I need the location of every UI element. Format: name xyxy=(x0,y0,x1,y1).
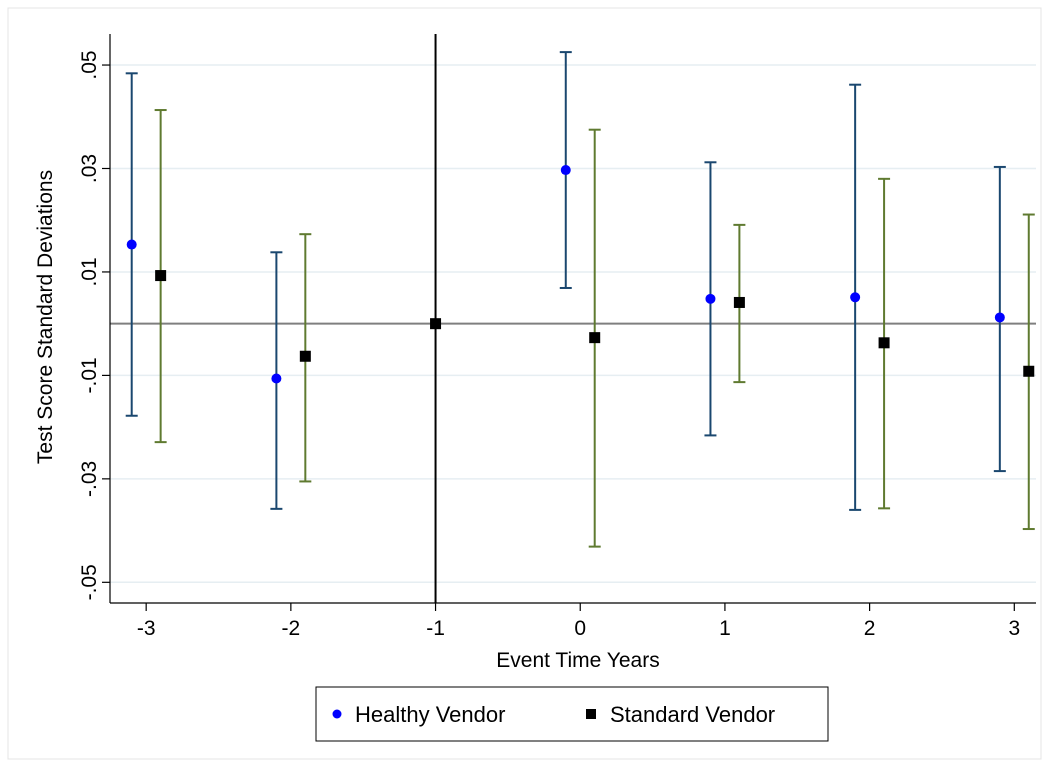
standard-vendor-point xyxy=(733,296,745,308)
chart-background xyxy=(7,7,1042,760)
legend-marker-standard-vendor xyxy=(586,709,596,719)
x-tick-label: -1 xyxy=(426,617,445,640)
axes: -.05 -.03 -.01 .01 .03 .05 -3 -2 -1 0 1 2 3 xyxy=(78,34,1036,640)
series-layer xyxy=(125,51,1035,548)
standard-vendor-point xyxy=(155,270,167,282)
standard-vendor-point xyxy=(1023,365,1035,377)
x-tick-label: 0 xyxy=(574,617,586,640)
y-tick-label: -.03 xyxy=(78,461,101,497)
y-tick-label: .05 xyxy=(78,50,101,79)
healthy-vendor-point xyxy=(560,165,571,176)
standard-vendor-point xyxy=(299,350,311,362)
legend-marker-healthy-vendor xyxy=(332,709,342,719)
legend-box xyxy=(315,686,829,742)
healthy-vendor-point xyxy=(126,239,137,250)
healthy-vendor-point xyxy=(271,373,282,384)
x-tick-label: -2 xyxy=(282,617,301,640)
y-tick-label: -.01 xyxy=(78,357,101,393)
y-tick-label: .01 xyxy=(78,257,101,286)
standard-vendor-point xyxy=(430,318,442,330)
legend-label-standard-vendor: Standard Vendor xyxy=(610,702,775,727)
y-tick-label: -.05 xyxy=(78,564,101,600)
legend-label-healthy-vendor: Healthy Vendor xyxy=(355,702,505,727)
healthy-vendor-point xyxy=(705,293,716,304)
x-tick-label: 1 xyxy=(719,617,731,640)
y-axis-label: Test Score Standard Deviations xyxy=(34,170,57,464)
standard-vendor-point xyxy=(589,332,601,344)
legend: Healthy Vendor Standard Vendor xyxy=(315,686,829,742)
y-tick-label: .03 xyxy=(78,154,101,183)
standard-vendor-point xyxy=(878,337,890,349)
healthy-vendor-point xyxy=(850,292,861,303)
x-tick-label: -3 xyxy=(137,617,156,640)
grid xyxy=(110,64,1036,584)
x-tick-label: 2 xyxy=(864,617,876,640)
healthy-vendor-point xyxy=(994,312,1005,323)
x-tick-label: 3 xyxy=(1008,617,1020,640)
x-axis-label: Event Time Years xyxy=(496,649,659,672)
